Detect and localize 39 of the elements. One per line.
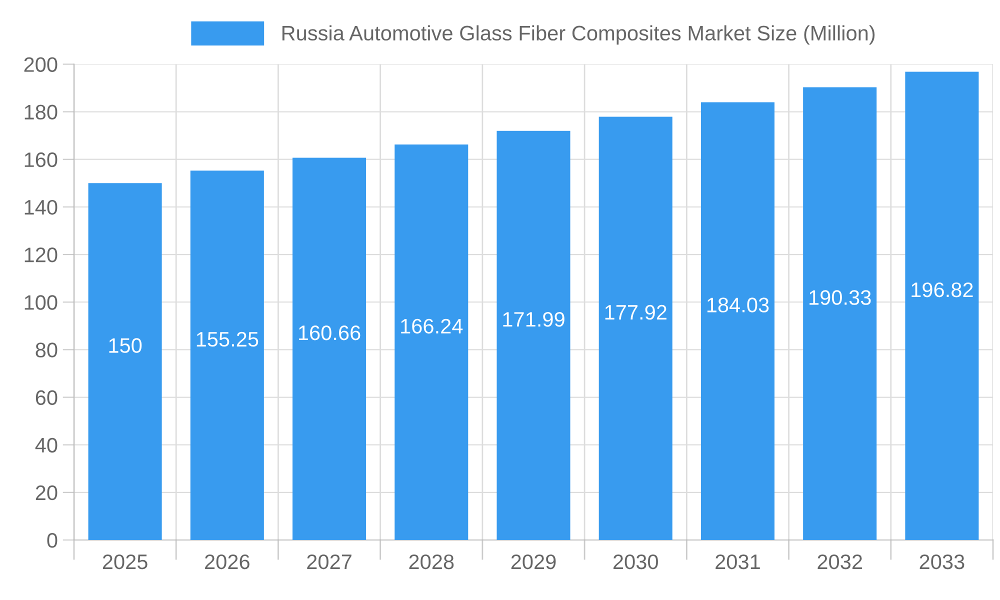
bar [88,183,162,540]
x-tick-label: 2031 [716,554,760,570]
x-tick-label: 2032 [818,554,862,570]
y-tick-label: 140 [24,200,58,215]
x-tick-label: 2030 [613,554,658,570]
bar [700,102,774,540]
bar [598,116,672,540]
bar [496,130,570,540]
data-label: 177.92 [605,304,666,320]
data-label: 171.99 [503,312,564,327]
x-tick-label: 2027 [307,554,352,570]
y-tick-label: 160 [24,152,58,168]
y-tick-label: 200 [24,57,58,72]
bar [292,158,366,540]
data-label: 166.24 [401,318,463,334]
data-label: 160.66 [299,325,360,340]
data-label: 150 [109,338,142,353]
x-tick-label: 2026 [205,554,250,570]
bar [803,87,877,540]
y-tick-label: 0 [47,533,58,548]
bar [905,72,979,540]
x-tick-label: 2033 [920,554,964,570]
y-tick-label: 80 [36,342,58,358]
y-tick-label: 40 [35,438,58,453]
data-label: 190.33 [810,290,871,305]
y-tick-label: 60 [36,390,58,406]
y-tick-label: 100 [24,295,58,310]
x-tick-label: 2025 [102,554,148,570]
bar [190,170,264,540]
data-label: 184.03 [707,298,769,312]
y-tick-label: 180 [24,104,58,120]
data-label: 196.82 [912,282,973,298]
x-tick-label: 2029 [511,554,556,570]
x-tick-label: 2028 [409,554,454,570]
y-tick-label: 120 [24,248,58,262]
bar [394,144,468,540]
legend-label: Russia Automotive Glass Fiber Composites Market Size (Million) [282,25,875,45]
data-label: 155.25 [196,332,258,347]
y-tick-label: 20 [36,485,58,500]
